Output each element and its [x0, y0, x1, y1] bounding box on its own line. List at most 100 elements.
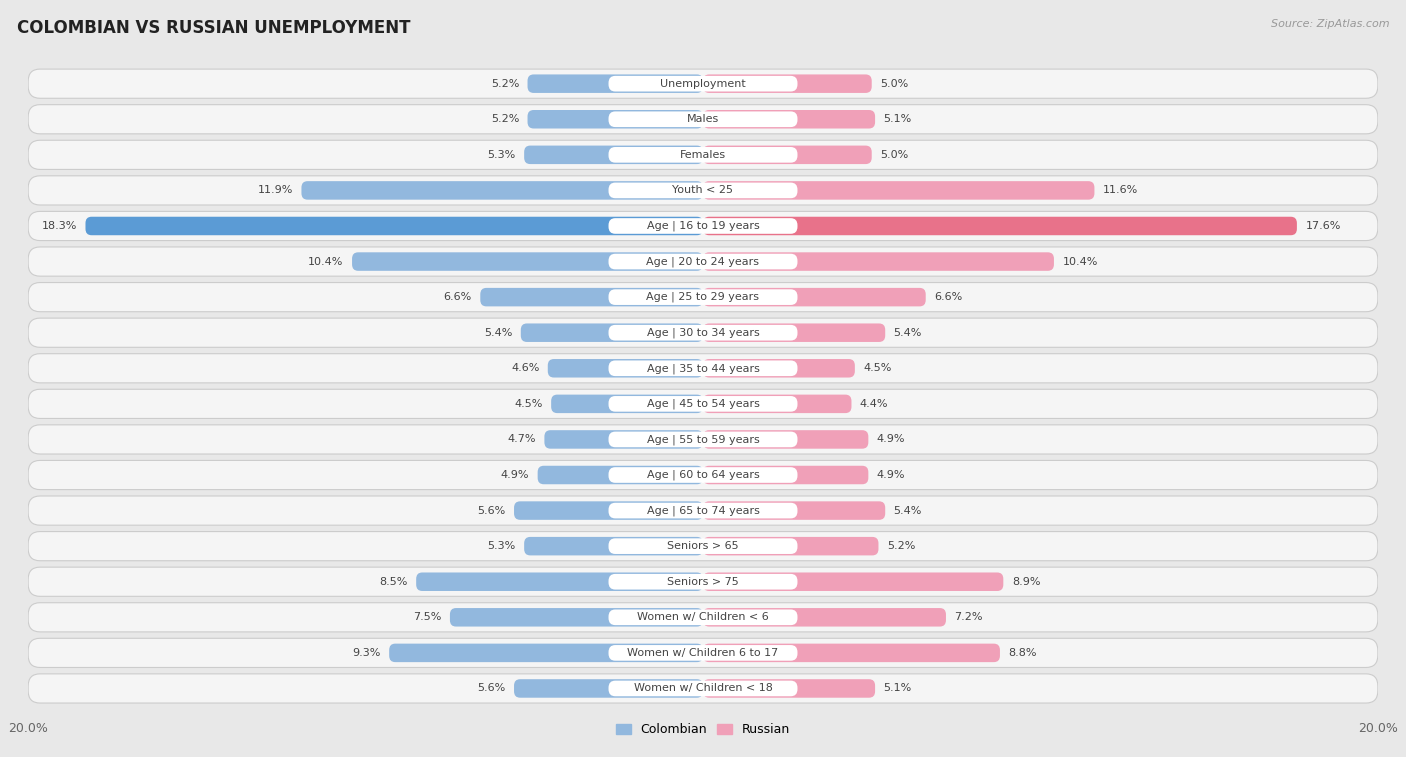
FancyBboxPatch shape — [703, 608, 946, 627]
FancyBboxPatch shape — [28, 318, 1378, 347]
Text: 8.8%: 8.8% — [1008, 648, 1036, 658]
FancyBboxPatch shape — [703, 217, 1296, 235]
Text: 5.4%: 5.4% — [894, 328, 922, 338]
Text: 4.7%: 4.7% — [508, 435, 536, 444]
FancyBboxPatch shape — [28, 282, 1378, 312]
FancyBboxPatch shape — [515, 679, 703, 698]
FancyBboxPatch shape — [301, 181, 703, 200]
Text: Seniors > 75: Seniors > 75 — [666, 577, 740, 587]
FancyBboxPatch shape — [481, 288, 703, 307]
Text: 4.4%: 4.4% — [860, 399, 889, 409]
Text: COLOMBIAN VS RUSSIAN UNEMPLOYMENT: COLOMBIAN VS RUSSIAN UNEMPLOYMENT — [17, 19, 411, 37]
FancyBboxPatch shape — [352, 252, 703, 271]
Text: 4.9%: 4.9% — [877, 470, 905, 480]
FancyBboxPatch shape — [515, 501, 703, 520]
Text: Age | 65 to 74 years: Age | 65 to 74 years — [647, 506, 759, 516]
Text: 5.4%: 5.4% — [894, 506, 922, 516]
FancyBboxPatch shape — [28, 567, 1378, 597]
FancyBboxPatch shape — [609, 147, 797, 163]
FancyBboxPatch shape — [28, 389, 1378, 419]
Text: 11.6%: 11.6% — [1102, 185, 1137, 195]
FancyBboxPatch shape — [703, 359, 855, 378]
FancyBboxPatch shape — [28, 531, 1378, 561]
Text: 5.6%: 5.6% — [478, 506, 506, 516]
Legend: Colombian, Russian: Colombian, Russian — [610, 718, 796, 741]
FancyBboxPatch shape — [609, 538, 797, 554]
Text: 7.5%: 7.5% — [413, 612, 441, 622]
Text: Age | 16 to 19 years: Age | 16 to 19 years — [647, 221, 759, 231]
Text: Women w/ Children 6 to 17: Women w/ Children 6 to 17 — [627, 648, 779, 658]
Text: 8.9%: 8.9% — [1012, 577, 1040, 587]
FancyBboxPatch shape — [524, 537, 703, 556]
FancyBboxPatch shape — [520, 323, 703, 342]
Text: Age | 45 to 54 years: Age | 45 to 54 years — [647, 399, 759, 409]
FancyBboxPatch shape — [28, 638, 1378, 668]
FancyBboxPatch shape — [28, 425, 1378, 454]
FancyBboxPatch shape — [609, 396, 797, 412]
Text: 5.1%: 5.1% — [883, 114, 911, 124]
Text: Youth < 25: Youth < 25 — [672, 185, 734, 195]
FancyBboxPatch shape — [86, 217, 703, 235]
Text: Females: Females — [681, 150, 725, 160]
FancyBboxPatch shape — [28, 104, 1378, 134]
Text: 6.6%: 6.6% — [934, 292, 962, 302]
FancyBboxPatch shape — [527, 74, 703, 93]
FancyBboxPatch shape — [703, 288, 925, 307]
FancyBboxPatch shape — [609, 182, 797, 198]
FancyBboxPatch shape — [703, 110, 875, 129]
Text: Age | 35 to 44 years: Age | 35 to 44 years — [647, 363, 759, 373]
Text: 4.5%: 4.5% — [515, 399, 543, 409]
Text: Unemployment: Unemployment — [661, 79, 745, 89]
FancyBboxPatch shape — [28, 674, 1378, 703]
Text: 4.6%: 4.6% — [510, 363, 540, 373]
FancyBboxPatch shape — [609, 111, 797, 127]
FancyBboxPatch shape — [609, 218, 797, 234]
FancyBboxPatch shape — [703, 394, 852, 413]
FancyBboxPatch shape — [609, 76, 797, 92]
Text: 18.3%: 18.3% — [42, 221, 77, 231]
Text: 5.1%: 5.1% — [883, 684, 911, 693]
Text: Age | 30 to 34 years: Age | 30 to 34 years — [647, 328, 759, 338]
Text: 5.3%: 5.3% — [488, 150, 516, 160]
Text: Women w/ Children < 6: Women w/ Children < 6 — [637, 612, 769, 622]
Text: 4.9%: 4.9% — [877, 435, 905, 444]
FancyBboxPatch shape — [551, 394, 703, 413]
Text: 8.5%: 8.5% — [380, 577, 408, 587]
FancyBboxPatch shape — [609, 574, 797, 590]
FancyBboxPatch shape — [527, 110, 703, 129]
Text: 4.9%: 4.9% — [501, 470, 529, 480]
FancyBboxPatch shape — [609, 360, 797, 376]
FancyBboxPatch shape — [703, 252, 1054, 271]
Text: 9.3%: 9.3% — [353, 648, 381, 658]
FancyBboxPatch shape — [609, 681, 797, 696]
Text: 5.3%: 5.3% — [488, 541, 516, 551]
FancyBboxPatch shape — [609, 503, 797, 519]
Text: 7.2%: 7.2% — [955, 612, 983, 622]
Text: 11.9%: 11.9% — [257, 185, 292, 195]
FancyBboxPatch shape — [703, 466, 869, 484]
FancyBboxPatch shape — [28, 140, 1378, 170]
FancyBboxPatch shape — [703, 323, 886, 342]
Text: 17.6%: 17.6% — [1305, 221, 1341, 231]
FancyBboxPatch shape — [28, 247, 1378, 276]
FancyBboxPatch shape — [28, 460, 1378, 490]
FancyBboxPatch shape — [703, 430, 869, 449]
Text: Age | 60 to 64 years: Age | 60 to 64 years — [647, 470, 759, 480]
Text: 10.4%: 10.4% — [308, 257, 343, 266]
FancyBboxPatch shape — [703, 537, 879, 556]
FancyBboxPatch shape — [609, 254, 797, 269]
Text: 5.2%: 5.2% — [491, 79, 519, 89]
FancyBboxPatch shape — [609, 645, 797, 661]
FancyBboxPatch shape — [703, 181, 1094, 200]
FancyBboxPatch shape — [548, 359, 703, 378]
FancyBboxPatch shape — [703, 643, 1000, 662]
FancyBboxPatch shape — [703, 501, 886, 520]
FancyBboxPatch shape — [609, 467, 797, 483]
Text: 5.6%: 5.6% — [478, 684, 506, 693]
Text: 5.4%: 5.4% — [484, 328, 512, 338]
Text: 5.0%: 5.0% — [880, 150, 908, 160]
FancyBboxPatch shape — [524, 145, 703, 164]
FancyBboxPatch shape — [28, 496, 1378, 525]
FancyBboxPatch shape — [609, 431, 797, 447]
Text: 6.6%: 6.6% — [444, 292, 472, 302]
